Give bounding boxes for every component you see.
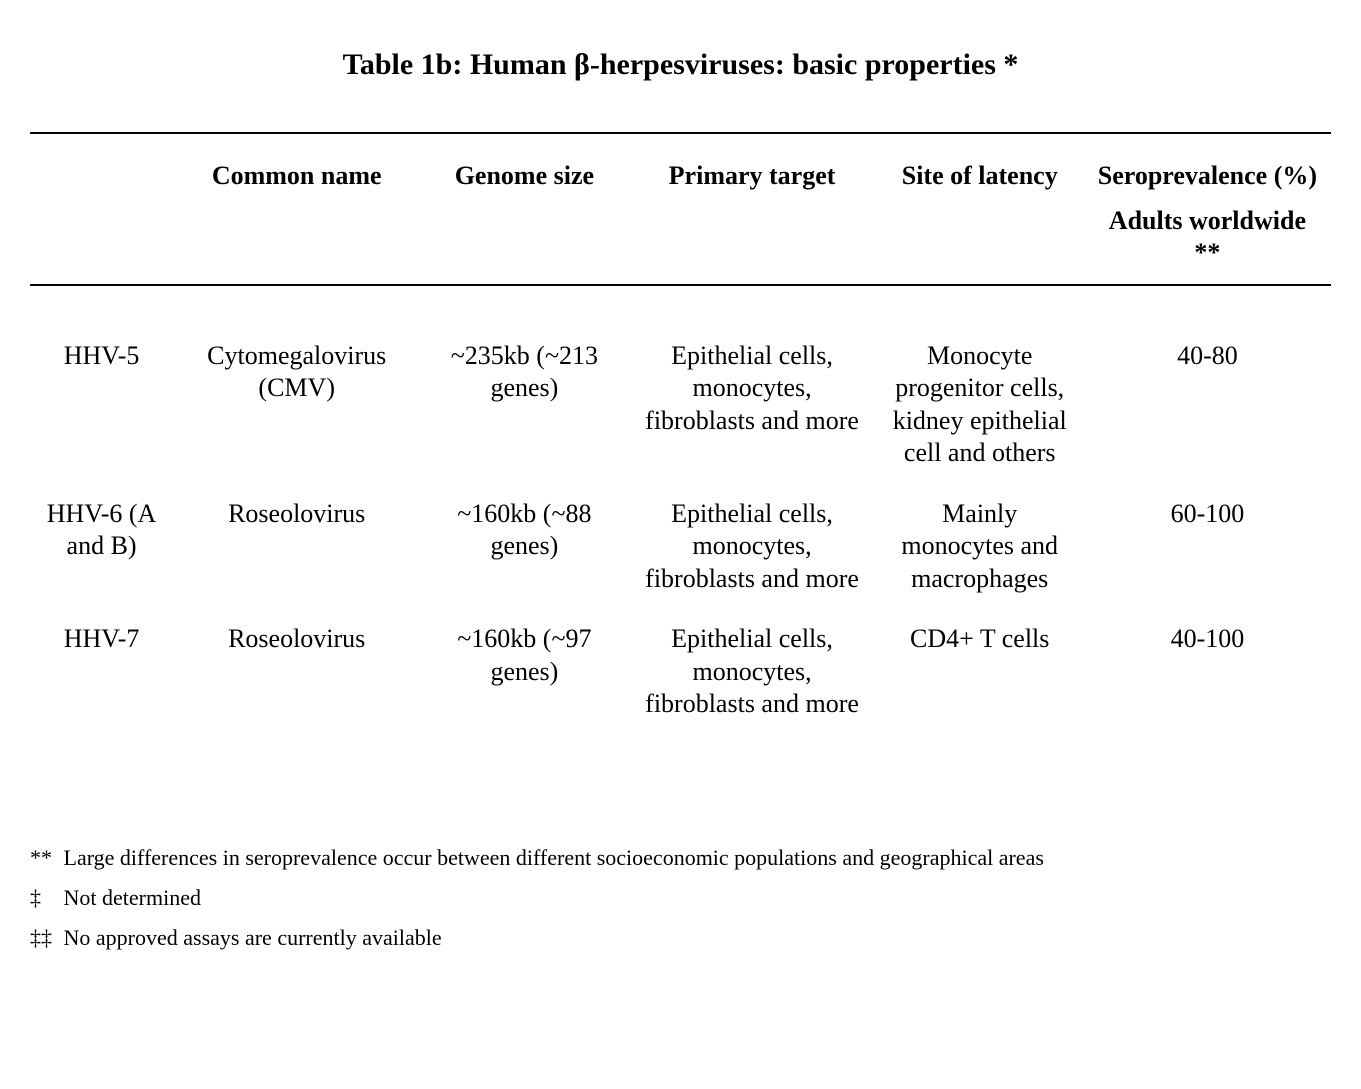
- cell-id: HHV-5: [30, 326, 173, 484]
- table-row: HHV-5 Cytomegalovirus (CMV) ~235kb (~213…: [30, 326, 1331, 484]
- table-title: Table 1b: Human β-herpesviruses: basic p…: [30, 48, 1331, 82]
- footnotes: ** Large differences in seroprevalence o…: [30, 845, 1331, 951]
- footnote: ** Large differences in seroprevalence o…: [30, 845, 1331, 871]
- col-header-seroprevalence: Seroprevalence (%): [1084, 146, 1331, 199]
- footnote-text: Not determined: [64, 885, 201, 910]
- cell-genome-size: ~235kb (~213 genes): [420, 326, 628, 484]
- cell-common-name: Roseolovirus: [173, 609, 420, 735]
- table-row: HHV-7 Roseolovirus ~160kb (~97 genes) Ep…: [30, 609, 1331, 735]
- footnote: ‡‡ No approved assays are currently avai…: [30, 925, 1331, 951]
- footnote-marker: ‡‡: [30, 925, 58, 951]
- footnote-text: Large differences in seroprevalence occu…: [64, 845, 1044, 870]
- cell-genome-size: ~160kb (~97 genes): [420, 609, 628, 735]
- cell-common-name: Cytomegalovirus (CMV): [173, 326, 420, 484]
- col-header-genome-size: Genome size: [420, 146, 628, 199]
- col-header-site-of-latency: Site of latency: [876, 146, 1084, 199]
- page: Table 1b: Human β-herpesviruses: basic p…: [0, 0, 1361, 1005]
- cell-site-of-latency: CD4+ T cells: [876, 609, 1084, 735]
- properties-table: Common name Genome size Primary target S…: [30, 132, 1331, 735]
- cell-seroprevalence: 60-100: [1084, 484, 1331, 610]
- col-subheader-adults-worldwide: Adults worldwide **: [1084, 199, 1331, 284]
- cell-seroprevalence: 40-100: [1084, 609, 1331, 735]
- cell-common-name: Roseolovirus: [173, 484, 420, 610]
- cell-primary-target: Epithelial cells, monocytes, fibroblasts…: [628, 326, 875, 484]
- footnote: ‡ Not determined: [30, 885, 1331, 911]
- table-row: HHV-6 (A and B) Roseolovirus ~160kb (~88…: [30, 484, 1331, 610]
- cell-site-of-latency: Monocyte progenitor cells, kidney epithe…: [876, 326, 1084, 484]
- cell-site-of-latency: Mainly monocytes and macrophages: [876, 484, 1084, 610]
- cell-id: HHV-7: [30, 609, 173, 735]
- cell-genome-size: ~160kb (~88 genes): [420, 484, 628, 610]
- col-header-primary-target: Primary target: [628, 146, 875, 199]
- footnote-marker: **: [30, 845, 58, 871]
- cell-primary-target: Epithelial cells, monocytes, fibroblasts…: [628, 609, 875, 735]
- footnote-text: No approved assays are currently availab…: [64, 925, 442, 950]
- cell-seroprevalence: 40-80: [1084, 326, 1331, 484]
- cell-primary-target: Epithelial cells, monocytes, fibroblasts…: [628, 484, 875, 610]
- cell-id: HHV-6 (A and B): [30, 484, 173, 610]
- col-header-id: [30, 146, 173, 199]
- col-header-common-name: Common name: [173, 146, 420, 199]
- footnote-marker: ‡: [30, 885, 58, 911]
